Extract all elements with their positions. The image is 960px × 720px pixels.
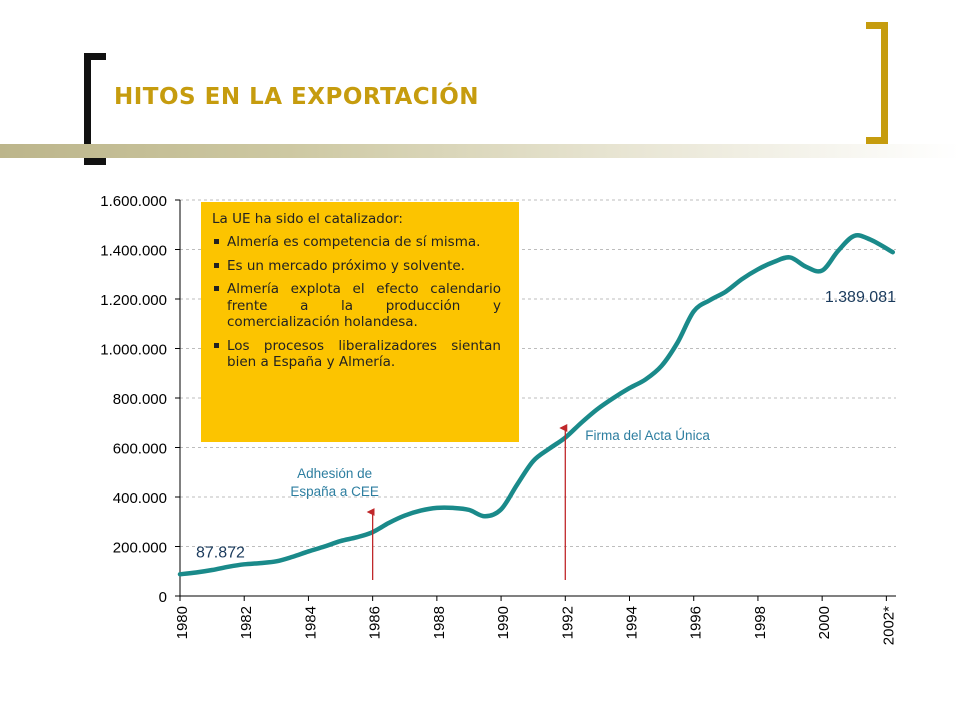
annotation-adhesion-text: Adhesión de [297, 466, 372, 481]
y-tick-label: 600.000 [113, 441, 167, 458]
x-tick-label: 1994 [624, 606, 641, 639]
y-tick-label: 1.400.000 [100, 243, 167, 260]
data-label-end: 1.389.081 [825, 289, 896, 306]
info-bullet-2: Es un mercado próximo y solvente. [212, 258, 501, 275]
y-tick-label: 1.000.000 [100, 342, 167, 359]
x-tick-label: 1996 [688, 606, 705, 639]
x-tick-label: 1998 [752, 606, 769, 639]
x-tick-label: 1982 [238, 606, 255, 639]
info-box: La UE ha sido el catalizador: Almería es… [201, 202, 519, 442]
x-tick-label: 1984 [302, 606, 319, 639]
y-tick-label: 0 [159, 589, 167, 606]
export-series-line [177, 233, 896, 577]
x-tick-label: 1980 [174, 606, 191, 639]
x-tick-label: 2000 [816, 606, 833, 639]
info-box-bullets: Almería es competencia de sí misma. Es u… [212, 234, 501, 371]
y-tick-label: 200.000 [113, 540, 167, 557]
info-box-intro: La UE ha sido el catalizador: [212, 211, 403, 227]
x-tick-label: 1988 [431, 606, 448, 639]
bullet-square-icon [214, 239, 219, 244]
x-tick-label: 1992 [559, 606, 576, 639]
bullet-square-icon [214, 262, 219, 268]
info-bullet-1: Almería es competencia de sí misma. [212, 234, 501, 251]
y-tick-label: 1.200.000 [100, 292, 167, 309]
decorative-bracket-right [866, 22, 888, 144]
x-tick-label: 1986 [367, 606, 384, 639]
x-tick-label: 2002* [880, 606, 897, 645]
annotation-acta-unica-text: Firma del Acta Única [585, 428, 710, 443]
y-tick-label: 400.000 [113, 490, 167, 507]
slide-title: HITOS EN LA EXPORTACIÓN [114, 84, 480, 110]
title-underline-band [0, 144, 960, 158]
x-tick-label: 1990 [495, 606, 512, 639]
data-label-start: 87.872 [196, 544, 245, 561]
info-bullet-4: Los procesos liberalizadores sientan bie… [212, 338, 501, 371]
decorative-bracket-left [84, 53, 106, 165]
y-tick-label: 800.000 [113, 391, 167, 408]
bullet-square-icon [214, 286, 219, 291]
y-tick-label: 1.600.000 [100, 193, 167, 210]
bullet-square-icon [214, 342, 219, 348]
info-bullet-3: Almería explota el efecto calendario fre… [212, 281, 501, 331]
annotation-adhesion-text: España a CEE [290, 484, 379, 499]
